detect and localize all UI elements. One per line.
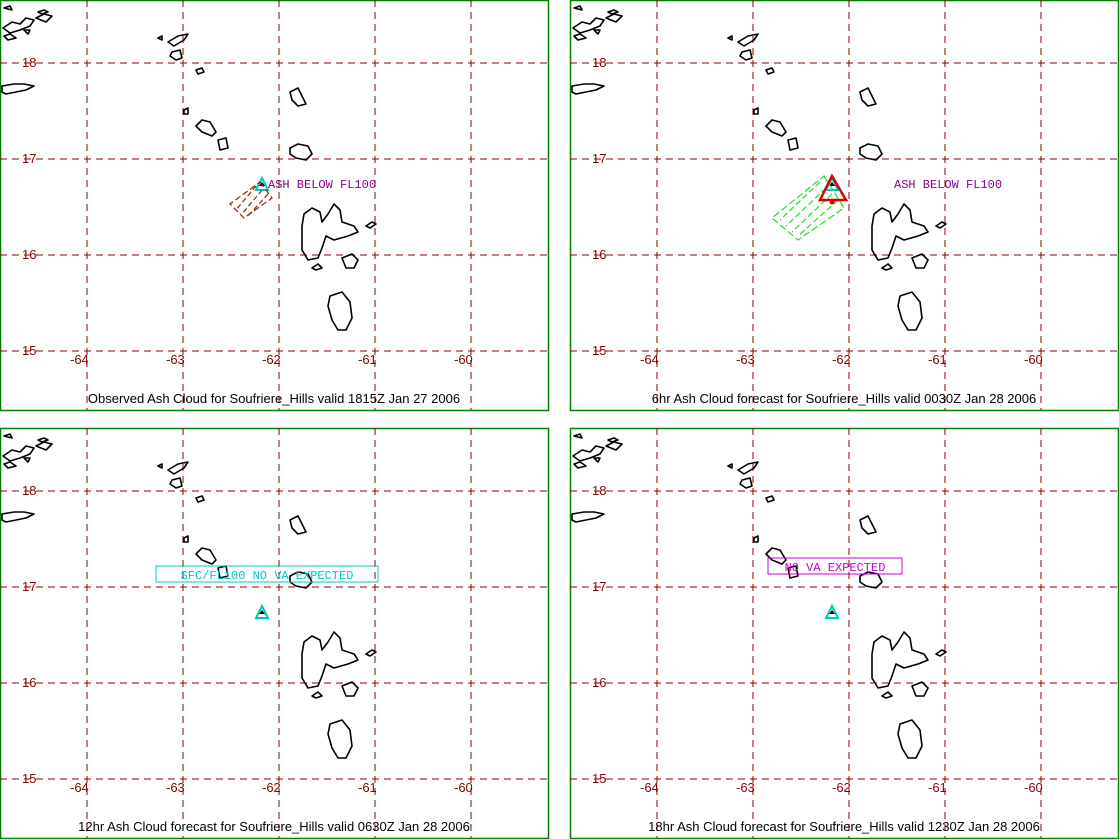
label-box (155, 565, 379, 583)
ash-label: SFC/FL100 NO VA EXPECTED (181, 569, 354, 583)
ash-label: NO VA EXPECTED (785, 561, 886, 575)
panel-caption: Observed Ash Cloud for Soufriere_Hills v… (88, 391, 460, 406)
panel-caption: 18hr Ash Cloud forecast for Soufriere_Hi… (648, 819, 1040, 834)
panel-caption: 6hr Ash Cloud forecast for Soufriere_Hil… (652, 391, 1036, 406)
label-box (767, 557, 903, 575)
map-panel-6hr: ASH BELOW FL100 6hr Ash Cloud forecast f… (569, 0, 1119, 412)
observed-ash-cloud (229, 181, 273, 219)
panel-caption: 12hr Ash Cloud forecast for Soufriere_Hi… (78, 819, 470, 834)
map-panel-18hr: NO VA EXPECTED 18hr Ash Cloud forecast f… (569, 427, 1119, 839)
ash-label: ASH BELOW FL100 (894, 178, 1002, 192)
map-panel-12hr: SFC/FL100 NO VA EXPECTED 12hr Ash Cloud … (0, 427, 550, 839)
ash-label: ASH BELOW FL100 (268, 178, 376, 192)
map-panel-observed: ASH BELOW FL100 Observed Ash Cloud for S… (0, 0, 550, 412)
forecast-vent-marker (829, 199, 835, 205)
